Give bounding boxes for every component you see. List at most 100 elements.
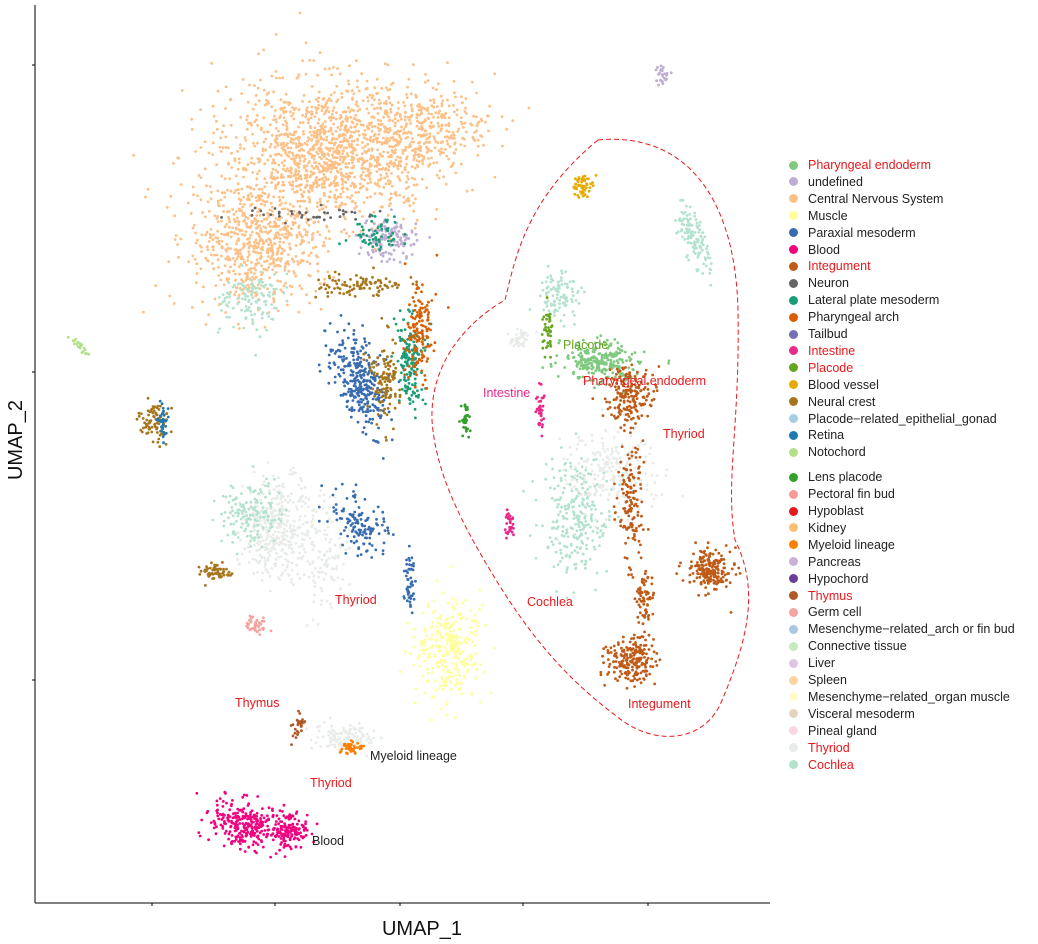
scatter-point [355,362,359,365]
scatter-point [403,238,407,242]
scatter-cluster [142,157,355,330]
scatter-point [343,280,347,284]
scatter-point [396,329,400,332]
scatter-point [394,130,398,134]
scatter-point [230,506,234,509]
scatter-point [352,109,356,112]
scatter-point [261,515,265,519]
scatter-point [636,360,640,363]
scatter-point [405,348,408,352]
scatter-point [284,201,287,205]
scatter-point [294,244,298,247]
scatter-point [243,529,247,533]
scatter-point [366,410,370,414]
scatter-point [246,217,250,220]
scatter-point [402,195,406,199]
scatter-point [261,293,264,297]
scatter-point [346,90,350,93]
scatter-point [229,522,233,526]
scatter-point [342,137,346,140]
scatter-point [369,154,373,158]
scatter-point [420,388,424,391]
scatter-point [398,193,402,197]
scatter-point [312,232,315,235]
scatter-point [438,646,441,650]
scatter-point [342,212,345,216]
scatter-point [417,286,421,290]
scatter-point [321,150,324,154]
scatter-point [239,143,242,147]
scatter-point [220,174,224,178]
scatter-point [326,520,329,523]
scatter-point [270,246,274,249]
scatter-point [443,665,446,668]
scatter-point [246,163,250,167]
scatter-point [312,144,316,147]
scatter-point [251,132,255,136]
scatter-point [337,144,341,147]
scatter-point [421,611,425,615]
scatter-point [474,619,477,622]
scatter-point [390,239,393,243]
scatter-point [412,242,416,246]
scatter-point [366,124,369,128]
scatter-point [432,115,435,119]
scatter-point [322,218,326,222]
scatter-point [601,360,604,363]
scatter-point [290,533,294,536]
scatter-point [270,567,273,570]
scatter-point [274,33,278,36]
scatter-point [364,420,368,423]
scatter-point [204,323,208,326]
scatter-point [541,366,545,369]
scatter-point [266,533,270,537]
scatter-point [455,677,459,681]
scatter-point [298,525,302,529]
scatter-point [300,505,304,508]
scatter-point [359,553,363,556]
scatter-point [405,599,409,603]
scatter-point [454,598,458,602]
scatter-point [351,354,355,358]
scatter-point [333,363,337,366]
scatter-point [247,523,250,526]
scatter-point [255,630,259,633]
scatter-point [213,572,217,575]
scatter-point [425,304,429,307]
scatter-point [283,551,287,555]
scatter-point [274,564,277,568]
scatter-point [268,154,272,158]
scatter-point [349,278,352,281]
scatter-point [271,547,274,551]
scatter-point [389,110,393,114]
scatter-point [353,362,356,365]
scatter-point [341,339,344,343]
scatter-point [356,79,359,83]
scatter-point [282,189,285,193]
scatter-point [223,225,227,229]
scatter-point [367,341,371,345]
scatter-point [427,300,430,304]
scatter-point [324,572,328,575]
scatter-point [341,160,345,164]
scatter-point [420,112,423,116]
scatter-point [316,220,320,224]
scatter-point [365,277,368,281]
scatter-point [322,203,325,207]
scatter-point [364,432,368,436]
scatter-point [244,514,248,518]
scatter-point [220,512,224,516]
scatter-point [261,506,265,509]
scatter-point [410,109,414,113]
scatter-point [360,185,364,189]
scatter-point [357,389,361,393]
scatter-point [304,550,307,554]
scatter-point [574,343,578,347]
scatter-point [357,528,361,532]
scatter-point [263,162,267,166]
scatter-point [356,222,359,226]
scatter-point [374,236,378,239]
scatter-point [264,484,267,488]
scatter-point [335,512,338,515]
scatter-point [423,310,427,314]
